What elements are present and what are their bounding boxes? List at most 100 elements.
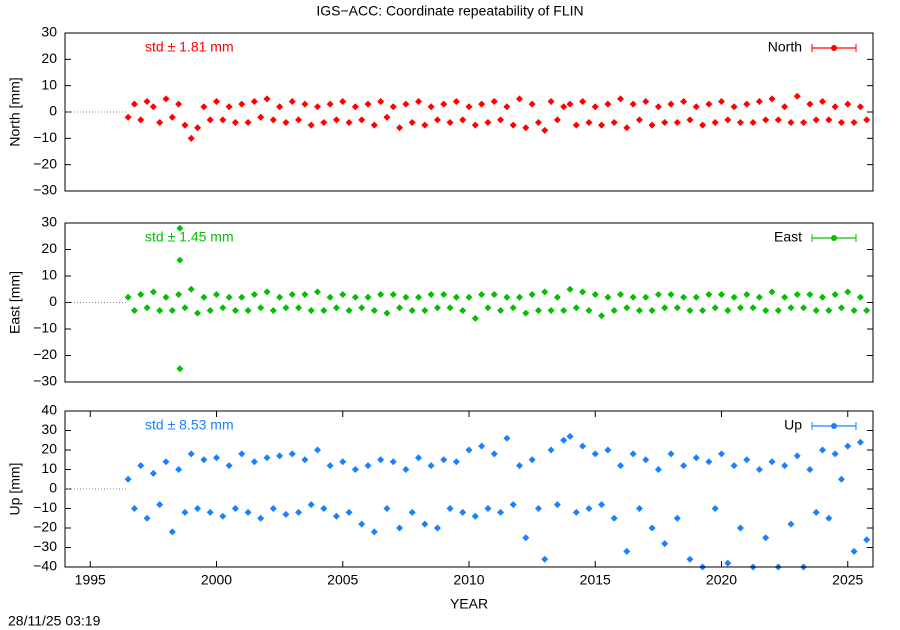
data-point	[516, 462, 523, 470]
data-point	[415, 293, 422, 301]
data-point	[326, 293, 334, 301]
data-point	[326, 100, 334, 108]
data-point	[181, 304, 189, 312]
series-points	[124, 432, 871, 571]
data-point	[377, 456, 385, 464]
data-point	[231, 505, 239, 512]
data-point	[541, 288, 549, 296]
data-point	[452, 97, 460, 105]
data-point	[673, 119, 681, 127]
y-tick-label: −20	[33, 155, 57, 171]
data-point	[351, 293, 359, 301]
data-point	[156, 119, 164, 127]
y-axis-label: East [mm]	[7, 271, 23, 334]
data-point	[762, 306, 770, 314]
data-point	[623, 124, 631, 132]
data-point	[806, 100, 814, 108]
data-point	[175, 291, 183, 299]
data-point	[591, 450, 599, 458]
data-point	[736, 119, 744, 127]
data-point	[718, 291, 725, 299]
data-point	[516, 293, 523, 301]
data-point	[825, 306, 833, 314]
data-point	[263, 288, 271, 296]
data-point	[623, 547, 631, 555]
data-point	[812, 508, 820, 516]
y-tick-label: 10	[41, 267, 57, 283]
annotation: std ± 1.81 mm	[145, 39, 234, 55]
data-point	[471, 512, 479, 520]
data-point	[137, 116, 145, 124]
data-point	[585, 306, 593, 314]
data-point	[339, 97, 347, 105]
y-tick-label: 0	[49, 480, 57, 496]
data-point	[629, 450, 637, 458]
data-point	[263, 95, 271, 103]
data-point	[124, 113, 132, 121]
data-point	[244, 508, 252, 516]
data-point	[433, 524, 441, 532]
data-point	[257, 514, 265, 522]
data-point	[585, 505, 593, 512]
data-point	[692, 103, 700, 111]
data-point	[762, 116, 770, 124]
data-point	[654, 103, 662, 111]
data-point	[459, 116, 467, 124]
data-point	[440, 291, 448, 299]
data-point	[667, 100, 675, 108]
data-point	[130, 505, 138, 512]
data-point	[635, 505, 643, 512]
data-point	[812, 306, 820, 314]
data-point	[566, 432, 574, 440]
data-point	[149, 103, 157, 111]
data-point	[339, 291, 347, 299]
data-point	[579, 442, 587, 450]
data-point	[825, 116, 833, 124]
data-point	[219, 116, 227, 124]
data-point	[257, 113, 265, 121]
data-point	[566, 285, 574, 293]
data-point	[187, 134, 195, 142]
data-point	[200, 103, 208, 111]
x-tick-label: 2000	[201, 572, 232, 588]
data-point	[276, 293, 284, 301]
data-point	[705, 100, 713, 108]
data-point	[598, 121, 606, 129]
data-point	[705, 291, 713, 299]
y-tick-label: 20	[41, 50, 57, 66]
data-point	[534, 505, 542, 512]
data-point	[396, 124, 404, 132]
data-point	[440, 456, 448, 464]
data-point	[370, 306, 378, 314]
data-point	[724, 559, 732, 567]
series-points	[124, 224, 871, 373]
data-point	[831, 450, 839, 458]
data-point	[837, 119, 845, 127]
data-point	[547, 97, 555, 105]
data-point	[856, 293, 864, 301]
data-point	[415, 97, 422, 105]
data-point	[730, 103, 738, 111]
y-tick-label: 0	[49, 103, 57, 119]
data-point	[383, 309, 391, 317]
x-axis-label: YEAR	[450, 596, 488, 612]
data-point	[288, 291, 296, 299]
data-point	[781, 462, 789, 470]
x-tick-label: 2005	[327, 572, 358, 588]
data-point	[553, 293, 561, 301]
data-point	[736, 304, 744, 312]
data-point	[692, 293, 700, 301]
data-point	[389, 103, 397, 111]
data-point	[743, 291, 751, 299]
data-point	[358, 520, 366, 528]
data-point	[509, 304, 517, 312]
data-point	[206, 306, 214, 314]
data-point	[143, 304, 151, 312]
data-point	[307, 121, 315, 129]
data-point	[743, 100, 751, 108]
data-point	[176, 224, 184, 232]
data-point	[396, 524, 404, 532]
y-tick-label: −10	[33, 320, 57, 336]
data-point	[332, 512, 340, 520]
